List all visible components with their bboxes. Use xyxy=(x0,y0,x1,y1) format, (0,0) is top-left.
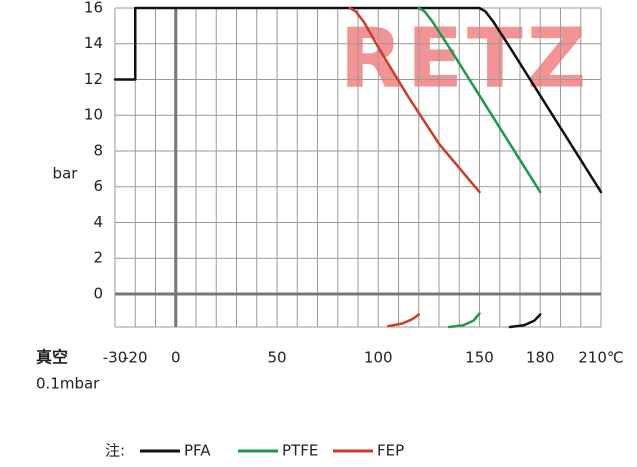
vacuum-label: 真空 xyxy=(36,348,68,367)
x-tick-label: 100 xyxy=(364,349,393,367)
x-tick-label: 210℃ xyxy=(578,349,623,367)
x-tick-label: 0 xyxy=(171,349,181,367)
y-tick-label: 4 xyxy=(93,213,103,231)
y-tick-label: 10 xyxy=(84,106,103,124)
y-tick-label: 14 xyxy=(84,34,103,52)
y-tick-label: 2 xyxy=(93,249,103,267)
x-tick-label: -20 xyxy=(123,349,148,367)
series-line xyxy=(417,6,542,329)
y-tick-label: 16 xyxy=(84,0,103,17)
y-tick-label: 12 xyxy=(84,70,103,88)
y-tick-label: 0 xyxy=(93,284,103,302)
x-tick-label: 50 xyxy=(267,349,286,367)
y-tick-label: 8 xyxy=(93,141,103,159)
x-tick-label: 180 xyxy=(526,349,555,367)
legend-prefix: 注: xyxy=(105,442,125,460)
y-tick-label: 6 xyxy=(93,177,103,195)
legend-label: FEP xyxy=(377,442,404,460)
vacuum-value: 0.1mbar xyxy=(36,375,100,393)
legend-label: PFA xyxy=(184,442,211,460)
series-line xyxy=(348,6,481,328)
series-line xyxy=(113,6,603,329)
x-tick-label: 150 xyxy=(465,349,494,367)
x-tick-label: -30 xyxy=(103,349,128,367)
legend-label: PTFE xyxy=(282,442,318,460)
y-axis-label: bar xyxy=(53,165,79,183)
watermark: RETZ xyxy=(340,11,591,106)
